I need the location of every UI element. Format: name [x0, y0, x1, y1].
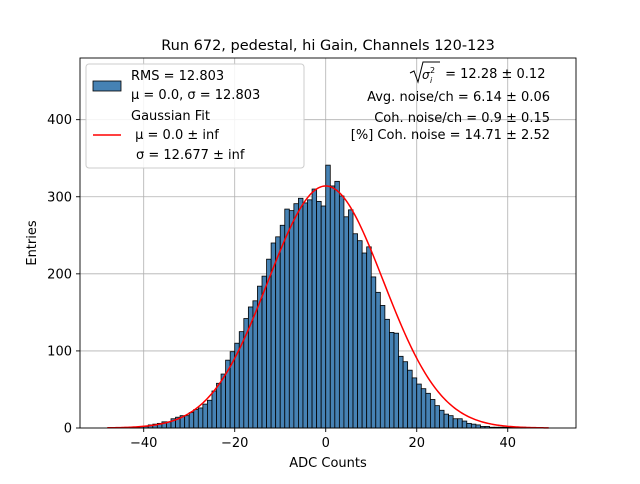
histogram-bar [197, 407, 204, 429]
histogram-bar [370, 276, 377, 429]
svg-text:2: 2 [430, 66, 435, 75]
x-tick-label: −40 [130, 436, 157, 451]
y-axis-label: Entries [25, 220, 40, 266]
histogram-bar [407, 369, 413, 429]
histogram-bar [443, 413, 449, 429]
x-tick-label: 0 [322, 436, 330, 451]
avg-noise-text: Avg. noise/ch = 6.14 ± 0.06 [367, 90, 550, 105]
histogram-bar [193, 409, 199, 429]
histogram-bar [434, 405, 440, 429]
histogram-bar [416, 383, 422, 429]
histogram-bar [275, 236, 281, 429]
histogram-bar [329, 185, 336, 429]
histogram-bar [375, 291, 381, 429]
histogram-bar [457, 418, 463, 429]
legend-mu-sigma-label: μ = 0.0, σ = 12.803 [131, 88, 260, 103]
y-tick-label: 200 [47, 267, 72, 282]
histogram-bar [475, 424, 481, 429]
legend-fit-sigma: σ = 12.677 ± inf [136, 148, 245, 163]
svg-text:σ: σ [422, 68, 430, 82]
histogram-bar [411, 377, 418, 429]
plot-frame [79, 57, 577, 429]
histogram-bar [307, 199, 313, 429]
legend-histogram-swatch [92, 80, 122, 92]
histogram-bar [284, 208, 290, 429]
histogram-bar [439, 409, 445, 429]
legend: RMS = 12.803 μ = 0.0, σ = 12.803 Gaussia… [85, 63, 305, 169]
histogram-bar [320, 205, 327, 429]
histogram-bar [366, 246, 372, 429]
legend-box [85, 63, 305, 169]
histogram-bar [279, 224, 286, 429]
histogram-bar [220, 373, 227, 429]
histogram-bar [261, 275, 267, 429]
histogram-bar [470, 423, 477, 429]
histogram-bar [202, 403, 208, 429]
histogram-bar [252, 300, 258, 429]
coh-noise-text: Coh. noise/ch = 0.9 ± 0.15 [374, 111, 550, 126]
histogram-bar [316, 200, 322, 429]
y-tick-label: 100 [47, 344, 72, 359]
noise-annotations: σ 2 i = 12.28 ± 0.12 Avg. noise/ch = 6.1… [351, 61, 550, 143]
histogram-bar [288, 210, 295, 429]
sqrt-sigma-symbol: σ 2 i [409, 61, 440, 85]
histogram-bar [184, 415, 190, 429]
histogram-bar [338, 195, 345, 429]
gaussian-fit-curve [107, 185, 549, 429]
x-tick-label: −20 [221, 436, 248, 451]
histogram-bar [334, 180, 340, 429]
histogram-bar [379, 305, 386, 429]
sqrt-sigma-value: = 12.28 ± 0.12 [441, 67, 545, 82]
svg-text:i: i [430, 76, 433, 85]
y-tick-label: 0 [64, 422, 72, 437]
histogram-bar [298, 197, 304, 429]
y-tick-label: 400 [47, 113, 72, 128]
histogram-bar [188, 412, 195, 429]
histogram-bar [352, 233, 358, 429]
histogram-bar [357, 240, 363, 429]
y-tick-label: 300 [47, 190, 72, 205]
histogram-bar [293, 203, 299, 429]
histogram-bar [461, 420, 468, 429]
x-tick-label: 40 [499, 436, 516, 451]
histogram-bar [325, 164, 331, 429]
histogram-bar [311, 188, 318, 429]
histogram-bar [343, 216, 349, 429]
histogram-bar [425, 392, 431, 429]
legend-fit-title: Gaussian Fit [131, 109, 210, 124]
coh-noise-percent-text: [%] Coh. noise = 14.71 ± 2.52 [351, 128, 550, 143]
x-axis-label: ADC Counts [289, 456, 367, 471]
histogram-bar [211, 390, 217, 429]
histogram-bar [389, 332, 395, 429]
histogram-bar [384, 318, 390, 429]
histogram-bar [393, 332, 399, 429]
histogram-bar [448, 415, 454, 429]
chart-title: Run 672, pedestal, hi Gain, Channels 120… [161, 38, 495, 54]
histogram-bar [207, 399, 213, 429]
legend-fit-mu: μ = 0.0 ± inf [131, 128, 219, 143]
histogram-bar [216, 382, 222, 429]
x-tick-label: 20 [408, 436, 425, 451]
histogram-bar [429, 399, 436, 429]
histogram-bar [402, 361, 409, 429]
y-axis-ticks: 0 100 200 300 400 [47, 113, 80, 437]
histogram-bar [361, 252, 368, 429]
legend-rms-label: RMS = 12.803 [131, 69, 224, 84]
histogram-bar [420, 388, 427, 429]
histogram-bar [398, 355, 404, 429]
histogram-bar [348, 209, 354, 429]
x-axis-ticks: −40 −20 0 20 40 [130, 428, 516, 451]
histogram-bar [452, 418, 459, 429]
histogram-bar [466, 422, 472, 429]
histogram-bar [302, 202, 308, 429]
